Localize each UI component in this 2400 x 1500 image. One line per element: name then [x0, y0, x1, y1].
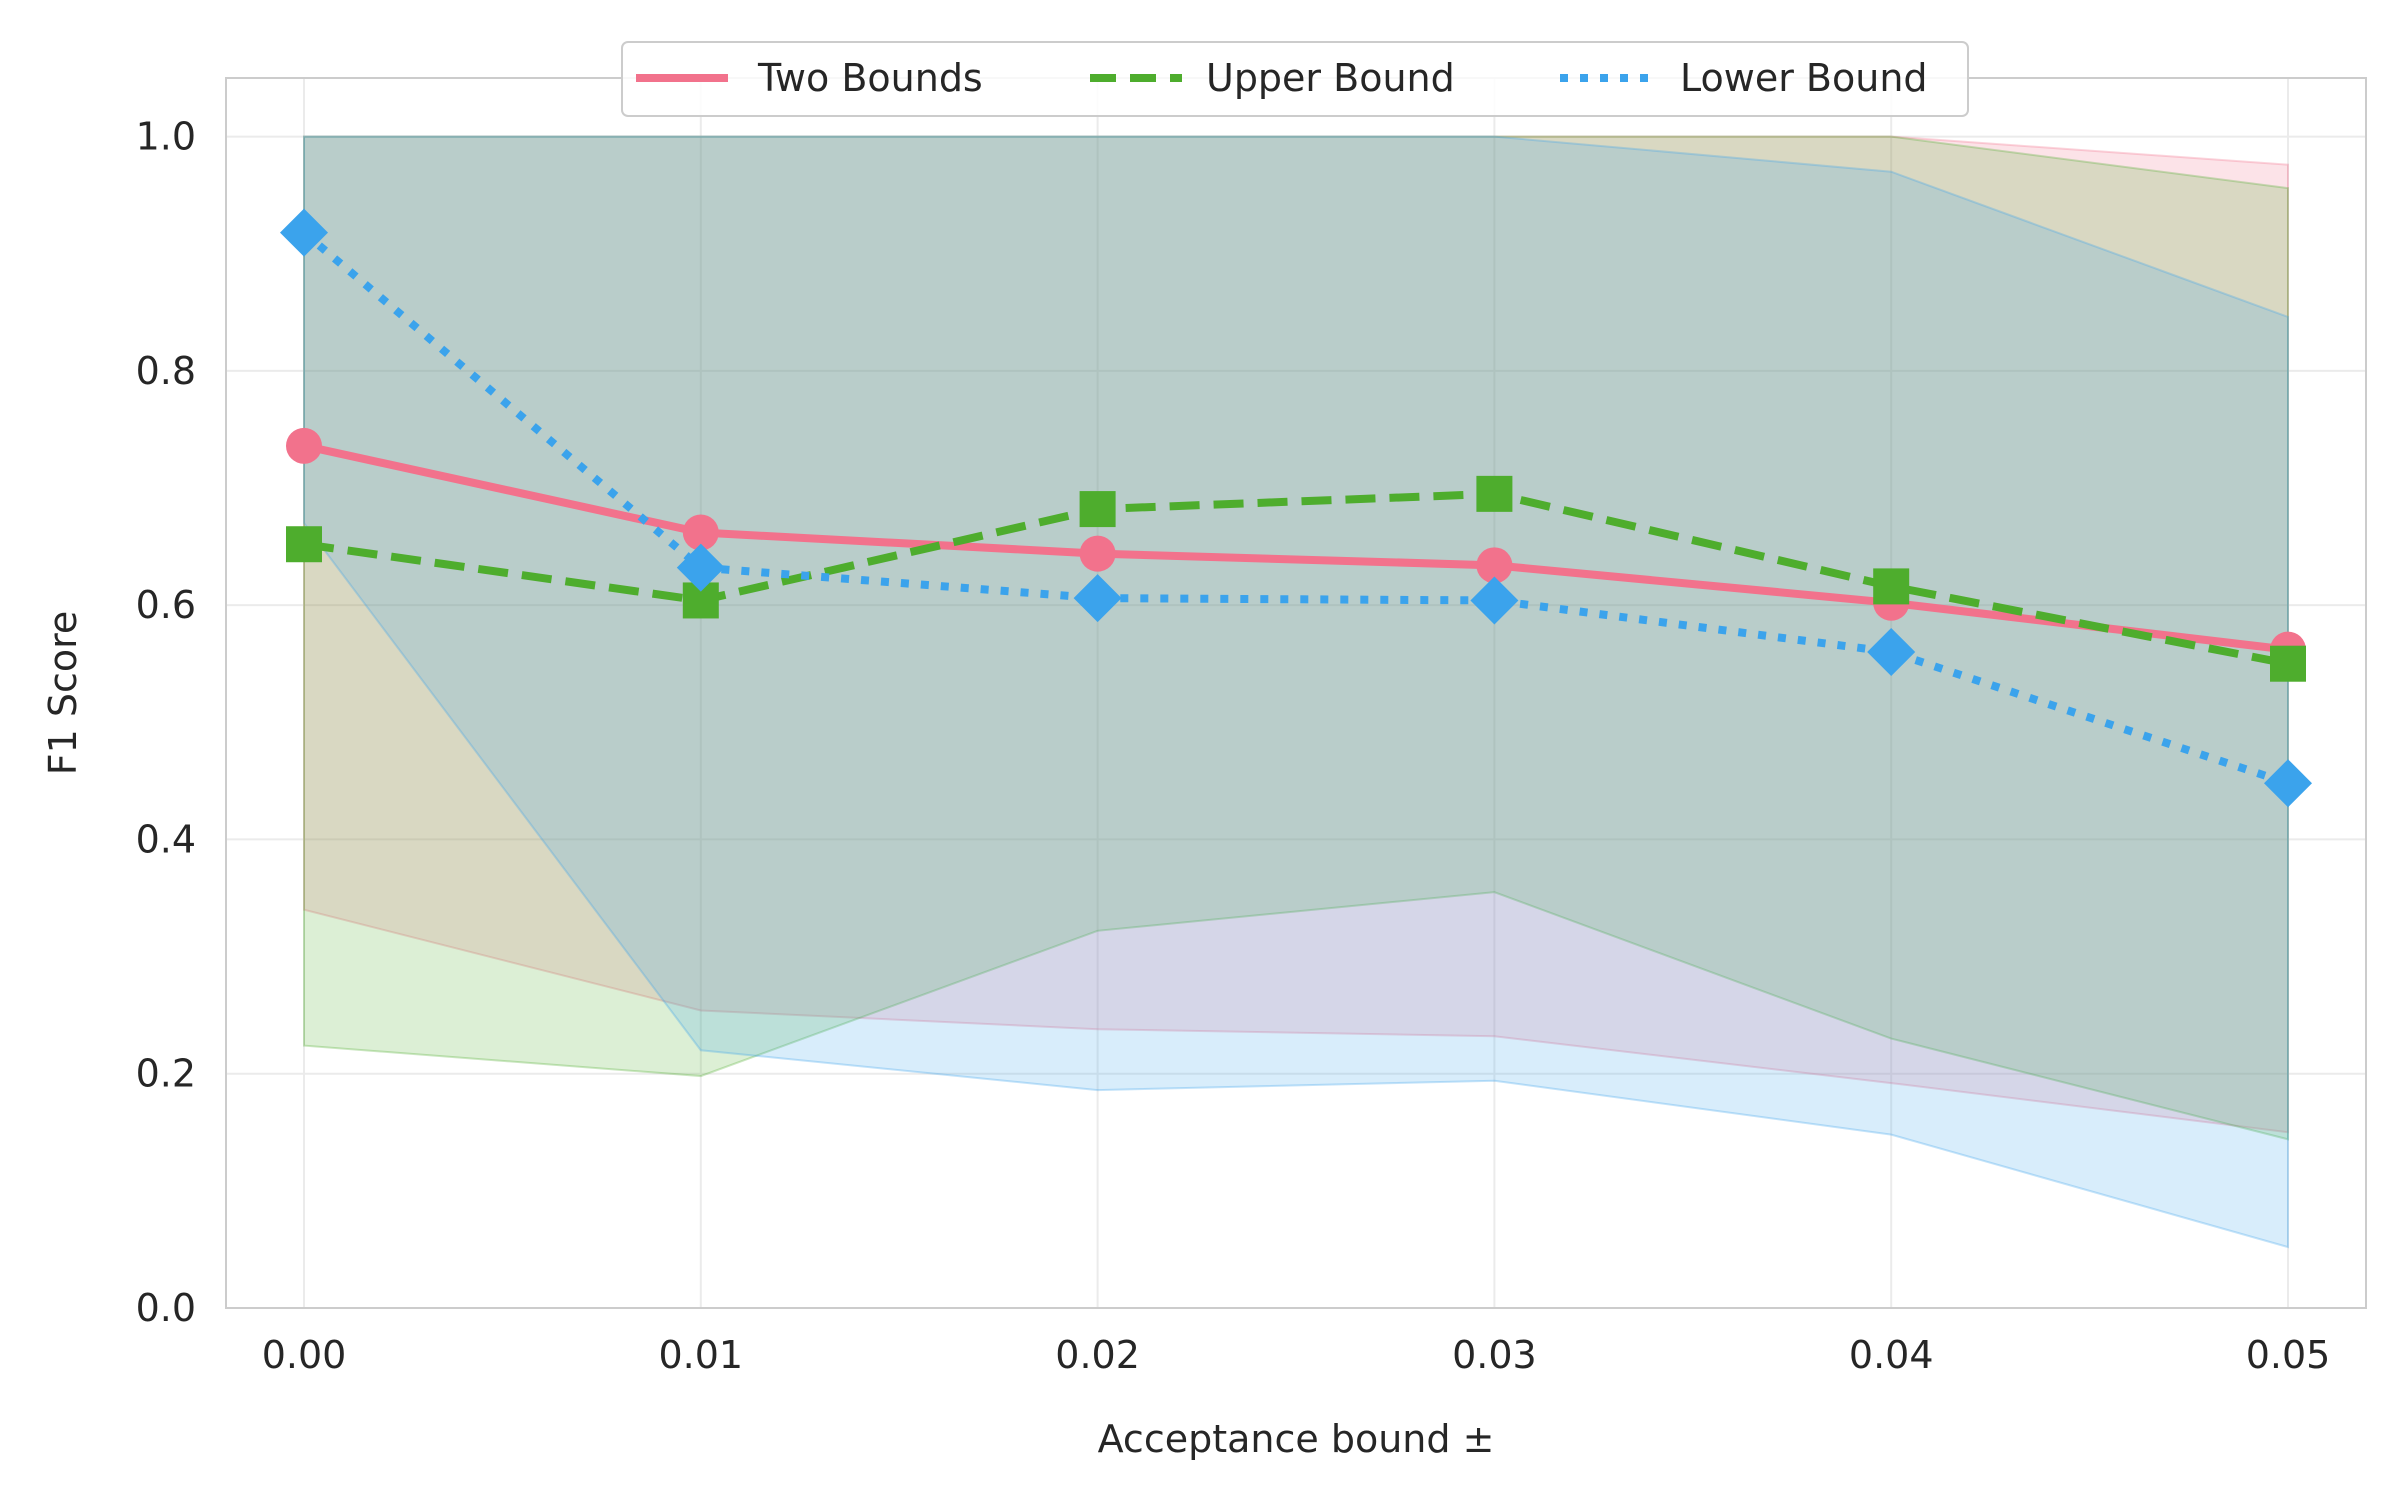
data-point	[1470, 576, 1519, 625]
y-tick-label: 1.0	[136, 115, 196, 159]
data-point	[286, 427, 322, 464]
series-line	[303, 441, 2289, 654]
data-point	[280, 208, 328, 257]
x-tick-label: 0.01	[658, 1333, 743, 1377]
x-tick-label: 0.02	[1055, 1333, 1140, 1377]
data-point	[682, 514, 719, 551]
confidence-band	[303, 135, 2289, 1249]
legend-box	[621, 41, 1969, 117]
data-point	[1079, 491, 1116, 528]
y-tick-label: 0.4	[136, 817, 196, 861]
confidence-bands	[303, 135, 2289, 1249]
data-point	[676, 543, 725, 592]
x-tick-label: 0.03	[1452, 1333, 1537, 1377]
y-tick-label: 0.2	[136, 1052, 196, 1096]
y-tick-label: 0.8	[136, 349, 196, 393]
data-point	[1079, 535, 1116, 572]
y-axis-title: F1 Score	[41, 611, 85, 776]
y-axis-ticks: 0.0 0.2 0.4 0.6 0.8 1.0	[136, 115, 196, 1330]
series-lines	[301, 229, 2290, 787]
data-point	[1476, 547, 1513, 584]
data-point	[2270, 645, 2306, 682]
x-axis-ticks: 0.00 0.01 0.02 0.03 0.04 0.05	[262, 1333, 2331, 1377]
data-point	[1476, 475, 1513, 512]
series-markers	[280, 208, 2312, 808]
y-tick-label: 0.6	[136, 583, 196, 627]
data-point	[1873, 568, 1910, 605]
data-point	[1073, 574, 1122, 623]
data-point	[1867, 628, 1916, 676]
x-axis-title: Acceptance bound ±	[1098, 1417, 1495, 1461]
series-line	[301, 229, 2290, 787]
series-line	[303, 489, 2289, 668]
legend: Two Bounds Upper Bound Lower Bound	[621, 41, 1969, 117]
legend-label: Upper Bound	[1206, 56, 1455, 100]
confidence-band	[303, 135, 2289, 1141]
legend-label: Two Bounds	[757, 56, 983, 100]
confidence-band	[303, 135, 2289, 1134]
data-point	[2264, 759, 2312, 808]
x-tick-label: 0.04	[1849, 1333, 1934, 1377]
y-tick-label: 0.0	[136, 1286, 196, 1330]
legend-label: Lower Bound	[1680, 56, 1928, 100]
x-tick-label: 0.05	[2246, 1333, 2331, 1377]
data-point	[286, 526, 322, 563]
x-tick-label: 0.00	[262, 1333, 347, 1377]
